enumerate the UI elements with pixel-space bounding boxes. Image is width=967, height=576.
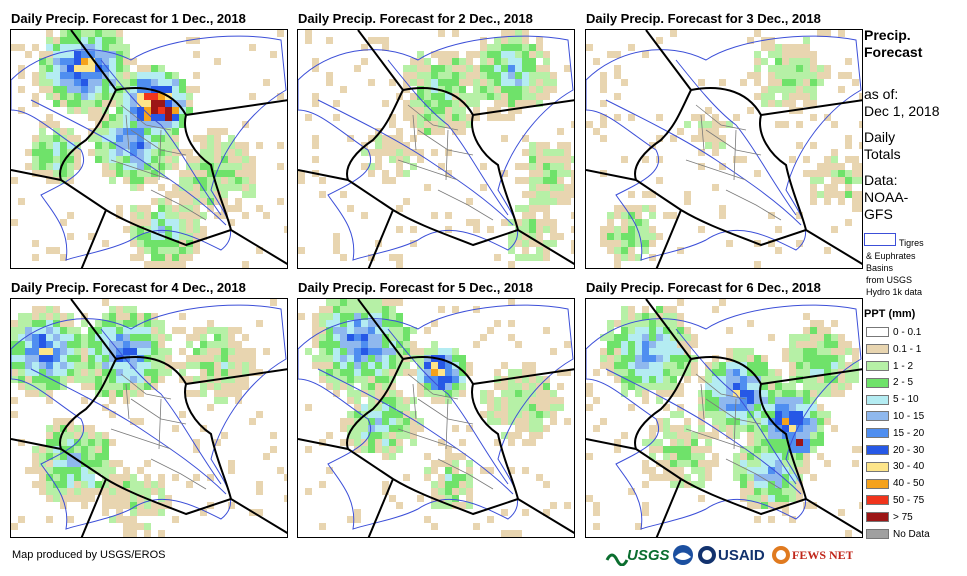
legend-swatch <box>866 360 889 371</box>
legend-label: 15 - 20 <box>893 427 925 439</box>
basin-key-label: & Euphrates <box>866 251 916 261</box>
panel-title-dec-5: Daily Precip. Forecast for 5 Dec., 2018 <box>298 280 533 295</box>
legend-label: 2 - 5 <box>893 377 914 389</box>
legend-item: 0 - 0.1 <box>866 326 921 339</box>
panel-title-dec-1: Daily Precip. Forecast for 1 Dec., 2018 <box>11 11 246 26</box>
usgs-logo: USGS <box>605 544 685 566</box>
data-source-label: Data: NOAA- GFS <box>864 172 909 222</box>
legend-item: > 75 <box>866 511 913 524</box>
legend-item: 10 - 15 <box>866 410 924 423</box>
daily-totals-label: Daily Totals <box>864 129 901 162</box>
basin-key-label: Basins <box>866 263 894 273</box>
precip-map <box>298 299 574 537</box>
map-panel-dec-3 <box>585 29 863 269</box>
legend-item: 5 - 10 <box>866 393 919 406</box>
map-panel-dec-2 <box>297 29 575 269</box>
forecast-date: as of: Dec 1, 2018 <box>864 86 940 119</box>
fewsnet-logo: FEWS NET <box>771 544 853 566</box>
legend-item: 1 - 2 <box>866 360 913 373</box>
panel-title-dec-2: Daily Precip. Forecast for 2 Dec., 2018 <box>298 11 533 26</box>
panel-title-dec-3: Daily Precip. Forecast for 3 Dec., 2018 <box>586 11 821 26</box>
legend-item: 15 - 20 <box>866 427 924 440</box>
precip-map <box>298 30 574 268</box>
legend-swatch <box>866 428 889 439</box>
legend-swatch <box>866 528 889 539</box>
legend-swatch <box>866 411 889 422</box>
legend-label: 20 - 30 <box>893 444 925 456</box>
legend-label: 0 - 0.1 <box>893 327 922 338</box>
legend-label: 50 - 75 <box>893 495 925 506</box>
svg-text:FEWS NET: FEWS NET <box>792 548 853 562</box>
legend-swatch <box>866 394 889 405</box>
legend-swatch <box>866 461 889 472</box>
legend-label: No Data <box>893 528 930 540</box>
legend-swatch <box>866 377 889 388</box>
legend-swatch <box>866 444 889 455</box>
map-panel-dec-4 <box>10 298 288 538</box>
legend-swatch <box>866 478 889 489</box>
precip-map <box>586 299 862 537</box>
svg-text:USGS: USGS <box>627 547 670 564</box>
map-panel-dec-6 <box>585 298 863 538</box>
legend-item: 50 - 75 <box>866 494 924 507</box>
legend-label: 30 - 40 <box>893 461 925 473</box>
basin-key-label: Tigres <box>899 238 924 248</box>
noaa-logo <box>672 544 694 566</box>
precip-map <box>586 30 862 268</box>
legend-swatch <box>866 344 889 355</box>
legend-item: No Data <box>866 528 930 541</box>
legend-item: 30 - 40 <box>866 460 924 473</box>
legend-item: 0.1 - 1 <box>866 343 921 356</box>
basin-outline-key <box>864 233 896 246</box>
legend-swatch <box>866 495 889 506</box>
legend-label: > 75 <box>893 511 913 523</box>
panel-title-dec-4: Daily Precip. Forecast for 4 Dec., 2018 <box>11 280 246 295</box>
usaid-logo: USAID <box>697 544 771 566</box>
legend-label: 40 - 50 <box>893 478 925 490</box>
map-panel-dec-1 <box>10 29 288 269</box>
map-panel-dec-5 <box>297 298 575 538</box>
legend-label: 0.1 - 1 <box>893 343 922 355</box>
legend-item: 2 - 5 <box>866 376 913 389</box>
legend-label: 10 - 15 <box>893 411 925 422</box>
precip-map <box>11 299 287 537</box>
legend-item: 40 - 50 <box>866 477 924 490</box>
basin-key-label: Hydro 1k data <box>866 287 923 297</box>
legend-label: 1 - 2 <box>893 360 914 372</box>
legend-item: 20 - 30 <box>866 444 924 457</box>
legend-swatch <box>866 327 889 338</box>
legend-swatch <box>866 512 889 523</box>
legend-title: PPT (mm) <box>864 308 916 320</box>
panel-title-dec-6: Daily Precip. Forecast for 6 Dec., 2018 <box>586 280 821 295</box>
basin-key-label: from USGS <box>866 275 913 285</box>
svg-text:USAID: USAID <box>718 547 765 564</box>
precip-map <box>11 30 287 268</box>
map-credit: Map produced by USGS/EROS <box>12 549 166 561</box>
legend-label: 5 - 10 <box>893 394 919 406</box>
legend-heading: Precip. Forecast <box>864 27 923 60</box>
